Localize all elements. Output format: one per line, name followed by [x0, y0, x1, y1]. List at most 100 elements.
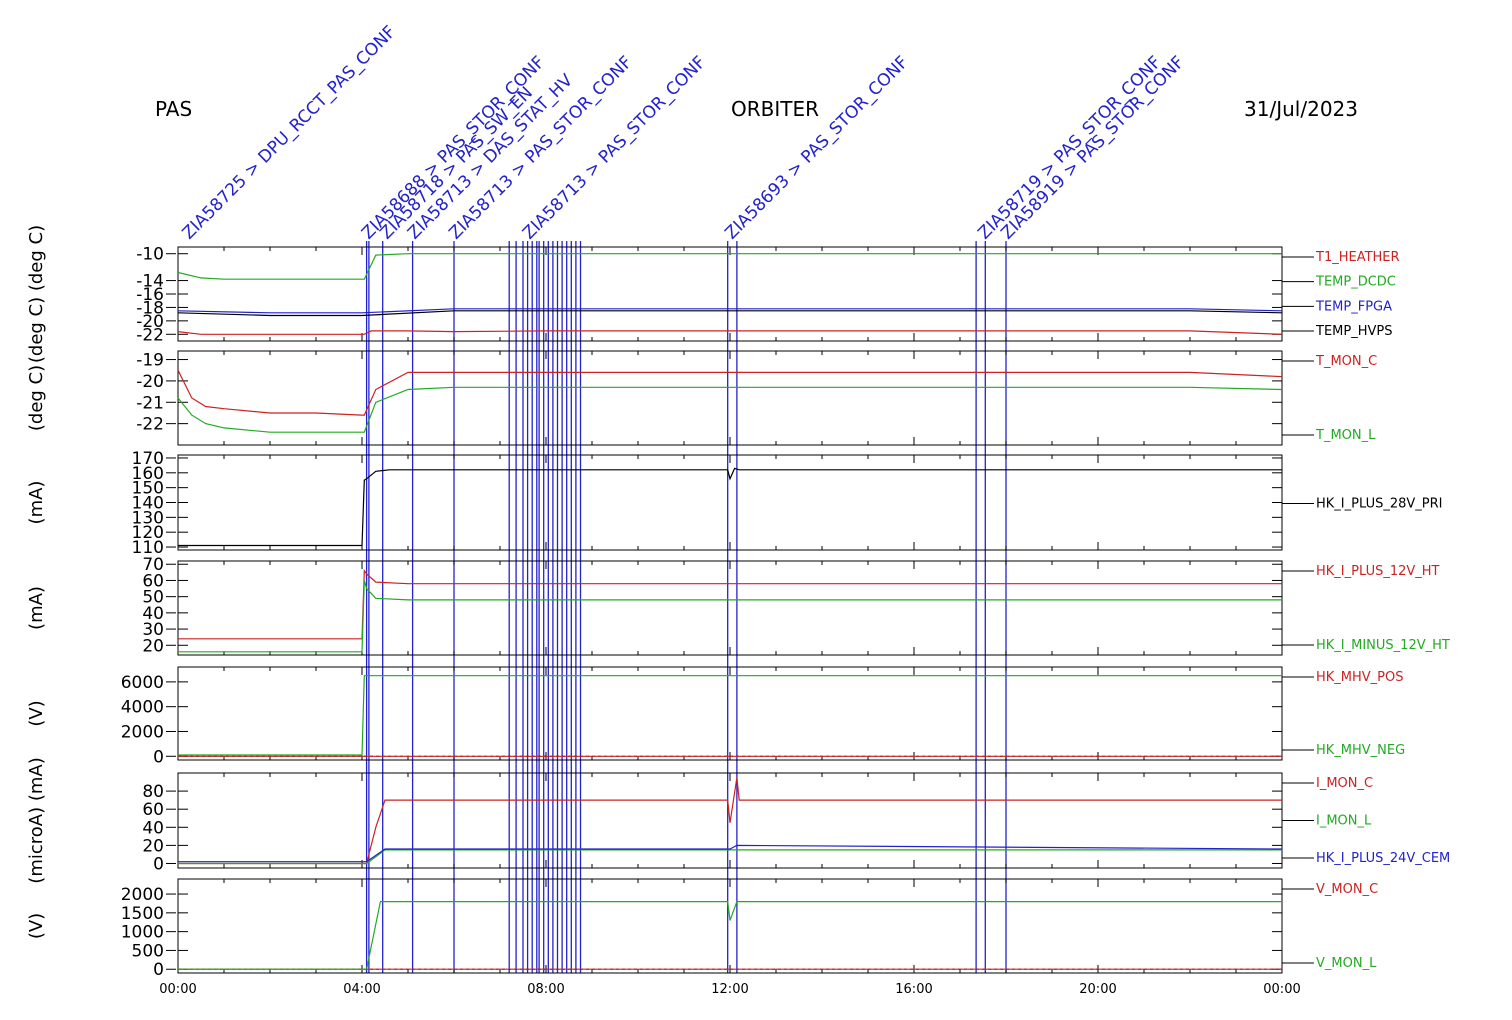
event-annotation: ZIA58919 > PAS_STOR_CONF — [997, 53, 1188, 244]
y-tick-label: -18 — [136, 298, 164, 318]
x-axis: 00:00 04:00 08:00 12:00 16:00 20:00 00:00 — [159, 982, 1300, 997]
y-tick-label: -22 — [136, 415, 164, 435]
panel-1: -10 -14-16-18-20-22 (deg C) (deg C) T1_HEAT… — [26, 225, 1400, 363]
y-tick-label: 40 — [142, 818, 164, 838]
series-line — [177, 369, 1283, 416]
panel-frame — [177, 878, 1283, 974]
y-tick-label: 4000 — [121, 698, 164, 718]
y-tick-label: 60 — [142, 800, 164, 820]
y-tick-label: 60 — [142, 571, 164, 591]
header-date: 31/Jul/2023 — [1244, 97, 1358, 121]
y-tick-label: -22 — [136, 325, 164, 345]
y-axis-label: (deg C) (deg C) — [26, 225, 47, 363]
event-annotation: ZIA58719 > PAS_STOR_CONF — [974, 53, 1165, 244]
y-tick-label: 20 — [142, 636, 164, 656]
y-tick-label: -20 — [136, 312, 164, 332]
header-mission: ORBITER — [731, 97, 819, 121]
series-line — [178, 580, 1282, 653]
series-line — [178, 844, 1283, 863]
y-tick-label: 110 — [132, 538, 164, 558]
event-annotation: ZIA58688 > PAS_STOR_CONF — [358, 53, 549, 244]
legend-entry: HK_I_MINUS_12V_HT — [1316, 638, 1450, 653]
legend-entry: TEMP_FPGA — [1315, 299, 1392, 314]
legend-entry: V_MON_C — [1316, 882, 1378, 897]
x-tick-label: 00:00 — [1263, 982, 1300, 997]
legend-entry: HK_MHV_NEG — [1316, 743, 1405, 758]
y-tick-label: 120 — [132, 523, 164, 543]
series-line — [178, 675, 1282, 756]
legend-entry: T1_HEATHER — [1315, 250, 1400, 265]
legend-entry: T_MON_L — [1315, 428, 1376, 443]
y-tick-label: -19 — [136, 351, 164, 371]
y-tick-label: 30 — [142, 620, 164, 640]
event-annotation: ZIA58725 > DPU_RCCT_PAS_CONF — [179, 22, 400, 243]
y-tick-label: 70 — [142, 555, 164, 575]
legend-entry: TEMP_HVPS — [1315, 324, 1392, 339]
y-tick-label: 50 — [142, 588, 164, 608]
event-markers — [365, 241, 1007, 973]
legend-entry: HK_MHV_POS — [1316, 670, 1404, 685]
panel-2: -19-20-21-22 (deg C) T_MON_C T_MON_L — [26, 350, 1377, 446]
legend-entry: HK_I_PLUS_28V_PRI — [1316, 497, 1442, 512]
panel-frame — [177, 246, 1283, 342]
y-axis-label: (deg C) — [26, 365, 47, 431]
series-line — [178, 568, 1282, 640]
series-line — [178, 777, 1282, 865]
x-tick-label: 16:00 — [895, 982, 932, 997]
series-line — [177, 386, 1283, 433]
y-tick-label: 160 — [132, 464, 164, 484]
event-annotation: ZIA58693 > PAS_STOR_CONF — [721, 53, 912, 244]
panel-5: 6000 4000 2000 0 (V) HK_MHV_POS HK_MHV_NEG — [26, 666, 1405, 767]
series-line — [177, 308, 1283, 314]
y-tick-label: 0 — [153, 854, 164, 874]
y-axis-label: (microA) (mA) — [26, 757, 47, 883]
series-line — [178, 900, 1282, 970]
series-line — [178, 849, 1282, 865]
y-tick-label: 6000 — [121, 673, 164, 693]
y-axis-label: (mA) — [26, 586, 47, 630]
y-tick-label: 2000 — [121, 885, 164, 905]
y-tick-label: -10 — [136, 245, 164, 265]
y-tick-label: 2000 — [121, 722, 164, 742]
y-axis-label: (V) — [26, 700, 47, 726]
x-tick-label: 20:00 — [1079, 982, 1116, 997]
y-tick-label: 140 — [132, 494, 164, 514]
x-tick-label: 08:00 — [527, 982, 564, 997]
legend-entry: TEMP_DCDC — [1315, 275, 1396, 290]
y-tick-label: 80 — [142, 782, 164, 802]
legend-entry: HK_I_PLUS_12V_HT — [1316, 564, 1440, 579]
legend-entry: HK_I_PLUS_24V_CEM — [1316, 851, 1450, 866]
y-tick-label: 0 — [153, 960, 164, 980]
y-tick-label: -20 — [136, 372, 164, 392]
y-tick-label: 170 — [132, 449, 164, 469]
legend-entry: T_MON_C — [1315, 354, 1377, 369]
y-tick-label: 150 — [132, 479, 164, 499]
y-tick-label: 130 — [132, 508, 164, 528]
y-tick-label: 1000 — [121, 923, 164, 943]
y-tick-label: 20 — [142, 836, 164, 856]
series-line — [178, 467, 1282, 547]
y-tick-label: 40 — [142, 604, 164, 624]
y-tick-label: -21 — [136, 393, 164, 413]
y-tick-label: -14 — [136, 272, 164, 292]
x-tick-label: 12:00 — [711, 982, 748, 997]
y-axis-label: (V) — [26, 913, 47, 939]
y-tick-label: 500 — [132, 941, 164, 961]
x-tick-label: 00:00 — [159, 982, 196, 997]
header-instrument: PAS — [155, 97, 192, 121]
series-line — [177, 310, 1283, 317]
legend-entry: I_MON_L — [1316, 814, 1372, 829]
x-tick-label: 04:00 — [343, 982, 380, 997]
y-tick-label: -16 — [136, 285, 164, 305]
panel-frame — [177, 666, 1283, 761]
panel-frame — [177, 350, 1283, 446]
y-axis-label: (mA) — [26, 481, 47, 525]
legend-entry: I_MON_C — [1316, 776, 1373, 791]
series-line — [177, 253, 1282, 280]
